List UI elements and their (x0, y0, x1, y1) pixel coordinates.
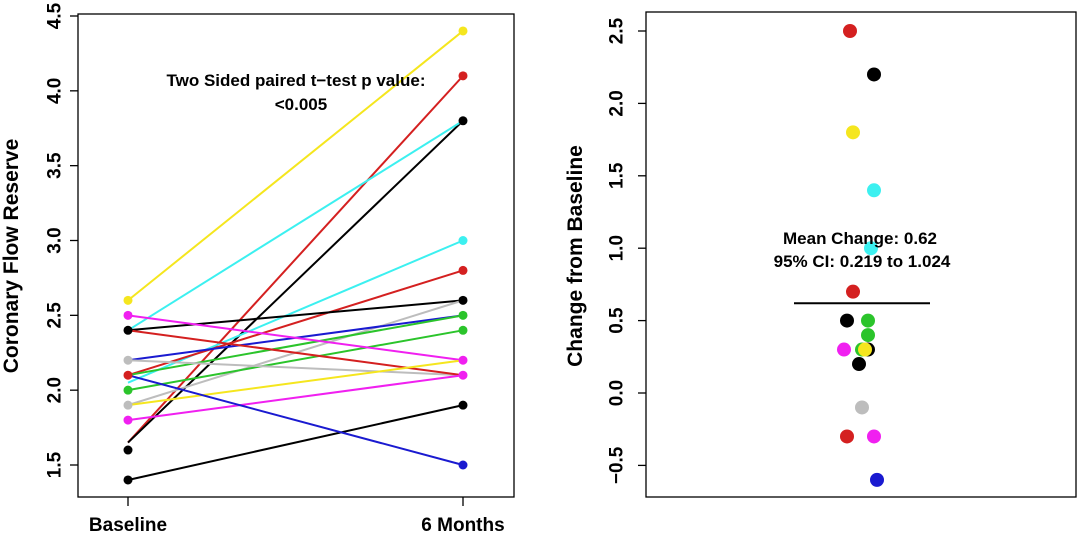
left-y-tick-label: 1.5 (45, 451, 66, 478)
left-point (123, 370, 133, 380)
series-line-green-1 (127, 314, 464, 377)
left-point (123, 295, 133, 305)
series-line-yellow-1 (127, 30, 464, 302)
right-annotation-line-1: Mean Change: 0.62 (783, 229, 937, 248)
right-point (846, 284, 860, 299)
series-line-red-2 (127, 269, 464, 377)
left-plot-frame (77, 13, 515, 498)
left-point (123, 475, 133, 485)
right-point (840, 429, 854, 444)
left-point (123, 325, 133, 335)
series-line-black-3 (127, 404, 464, 481)
left-point (123, 400, 133, 410)
right-point (852, 357, 866, 372)
left-y-tick-label: 3.5 (45, 152, 66, 179)
left-point (458, 116, 468, 126)
left-y-tick-label: 2.0 (45, 377, 66, 403)
right-point (846, 125, 860, 140)
right-point (855, 400, 869, 415)
left-point (458, 26, 468, 36)
left-point (458, 236, 468, 245)
left-point (123, 385, 133, 395)
right-y-axis-title: Change from Baseline (564, 145, 587, 367)
series-line-grey-2 (127, 359, 464, 377)
left-y-tick-label: 3.0 (45, 227, 66, 253)
left-annotation-line-2: <0.005 (275, 95, 327, 114)
right-y-axis: −0.5 0.0 0.5 1.0 1.5 2.0 2.5 (607, 17, 646, 484)
series-line-red-1 (127, 75, 464, 444)
right-y-tick-label: 1.5 (607, 162, 628, 189)
left-y-tick-label: 4.5 (45, 2, 66, 29)
right-y-tick-label: 1.0 (607, 235, 628, 261)
series-line-green-2 (127, 329, 464, 392)
series-line-yellow-2 (127, 359, 464, 407)
right-points (837, 24, 884, 487)
left-point (123, 415, 133, 425)
left-annotation-line-1: Two Sided paired t−test p value: (167, 71, 426, 90)
right-point (861, 328, 875, 343)
right-point (867, 429, 881, 444)
right-point (840, 313, 854, 328)
left-y-axis-title: Coronary Flow Reserve (0, 139, 23, 374)
left-point (458, 325, 468, 335)
right-point (867, 67, 881, 82)
right-y-tick-label: 2.0 (607, 90, 628, 116)
left-x-axis: Baseline 6 Months (89, 497, 505, 533)
right-point (858, 342, 872, 357)
left-point (458, 295, 468, 305)
left-series-lines (127, 30, 464, 481)
right-point (861, 313, 875, 328)
left-point (458, 71, 468, 81)
right-y-tick-label: 0.5 (607, 307, 628, 334)
left-point (123, 355, 133, 365)
right-y-tick-label: 2.5 (607, 17, 628, 44)
right-point (837, 342, 851, 357)
left-y-axis: 1.5 2.0 2.5 3.0 3.5 4.0 4.5 (45, 2, 78, 478)
left-point (458, 370, 468, 380)
right-panel: −0.5 0.0 0.5 1.0 1.5 2.0 2.5 Change from Basel… (564, 11, 1077, 498)
right-point (867, 183, 881, 198)
series-line-black-2 (127, 299, 464, 332)
series-line-magenta-1 (127, 314, 464, 362)
left-point (123, 445, 133, 455)
right-plot-frame (645, 11, 1077, 498)
right-point (843, 24, 857, 38)
left-point (458, 460, 468, 470)
right-y-tick-label: −0.5 (607, 446, 628, 484)
series-line-black-1 (127, 120, 464, 444)
series-line-cyan-2 (127, 239, 464, 384)
series-line-magenta-2 (127, 374, 464, 422)
left-y-tick-label: 2.5 (45, 302, 66, 329)
x-tick-label-6-months: 6 Months (421, 515, 504, 533)
left-point (458, 400, 468, 410)
right-annotation-line-2: 95% CI: 0.219 to 1.024 (774, 252, 951, 271)
left-y-tick-label: 4.0 (45, 78, 66, 104)
right-point (870, 472, 884, 487)
left-points (123, 26, 468, 485)
series-line-cyan-1 (127, 119, 464, 332)
x-tick-label-baseline: Baseline (89, 515, 167, 533)
left-point (458, 355, 468, 365)
left-point (458, 265, 468, 275)
right-y-tick-label: 0.0 (607, 380, 628, 406)
left-point (123, 310, 133, 320)
left-point (458, 310, 468, 320)
left-panel: 1.52.02.53.03.54.04.5 Baseline 6 Months … (0, 2, 515, 533)
series-line-blue-2 (127, 374, 464, 466)
right-point (864, 241, 878, 256)
